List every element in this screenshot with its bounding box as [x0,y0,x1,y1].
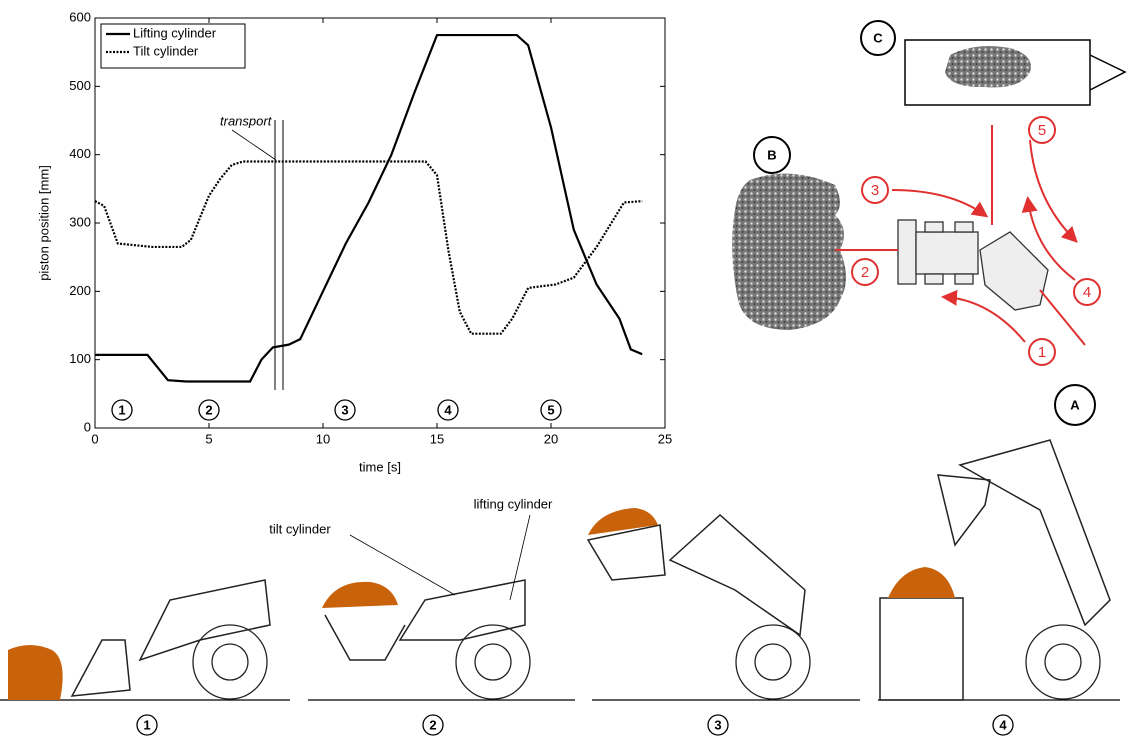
step-label: 4 [1083,284,1091,301]
step-label: 2 [429,717,436,732]
phase-label: 1 [118,402,125,417]
point-label: A [1070,397,1080,412]
annotation-pointer [232,130,276,160]
x-axis-label: time [s] [359,459,401,474]
series-line [95,162,642,334]
plot-frame [95,18,665,428]
step-label: 3 [714,717,721,732]
loader-illustrations: tilt cylinder lifting cylinder 1 2 3 4 [0,440,1120,735]
site-diagram: C B A 1 2 3 4 5 [732,21,1125,425]
annotation: transport [220,113,273,128]
point-label: C [873,30,883,45]
x-tick-label: 25 [658,431,672,446]
part-label: tilt cylinder [269,521,331,536]
chart: 0 5 10 15 20 25 0 100 200 300 400 500 600 1 2 3 4 5 [69,9,672,446]
step-label: 1 [143,717,150,732]
x-tick-label: 5 [205,431,212,446]
y-tick-label: 400 [69,146,91,161]
phase-label: 5 [547,402,554,417]
point-label: B [767,147,776,162]
phase-label: 4 [444,402,452,417]
y-tick-label: 0 [84,419,91,434]
step-label: 1 [1038,344,1046,361]
x-tick-label: 0 [91,431,98,446]
y-axis-label: piston position [mm] [36,165,51,281]
y-tick-label: 600 [69,9,91,24]
y-tick-label: 300 [69,214,91,229]
step-label: 2 [861,264,869,281]
x-tick-label: 10 [316,431,330,446]
phase-label: 2 [205,402,212,417]
y-tick-label: 200 [69,283,91,298]
y-tick-label: 500 [69,78,91,93]
step-label: 3 [871,182,879,199]
x-tick-label: 15 [430,431,444,446]
x-tick-label: 20 [544,431,558,446]
step-label: 5 [1038,122,1046,139]
legend-label: Tilt cylinder [133,43,199,58]
legend-label: Lifting cylinder [133,25,217,40]
phase-label: 3 [341,402,348,417]
step-label: 4 [999,717,1007,732]
y-tick-label: 100 [69,351,91,366]
figure: time [s] piston position [mm] transport … [0,0,1130,740]
series-line [95,35,642,381]
part-label: lifting cylinder [474,496,553,511]
